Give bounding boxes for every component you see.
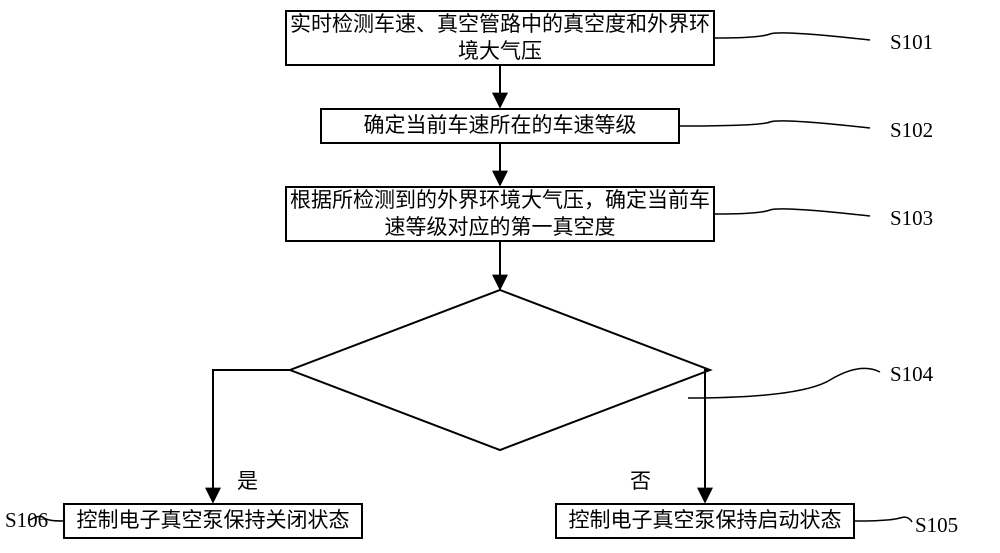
flow-step-s101-text: 实时检测车速、真空管路中的真空度和外界环 境大气压 xyxy=(290,11,710,66)
connector-s102 xyxy=(680,121,870,128)
flow-svg xyxy=(0,0,1000,553)
step-label-s105: S105 xyxy=(915,513,958,538)
edge-label-yes: 是 xyxy=(237,465,258,495)
flow-decision-s104-text: 判断当前真空管路中的 真空度是否达到所述第一真空度 xyxy=(330,343,670,400)
connector-s104 xyxy=(688,368,880,398)
flow-step-s103-text: 根据所检测到的外界环境大气压，确定当前车 速等级对应的第一真空度 xyxy=(290,187,710,242)
flow-step-s106: 控制电子真空泵保持关闭状态 xyxy=(63,503,363,539)
connector-s103 xyxy=(715,209,870,216)
step-label-s103: S103 xyxy=(890,206,933,231)
flow-step-s102-text: 确定当前车速所在的车速等级 xyxy=(364,112,637,139)
edge-label-no: 否 xyxy=(630,465,651,495)
flow-step-s102: 确定当前车速所在的车速等级 xyxy=(320,108,680,144)
step-label-s102: S102 xyxy=(890,118,933,143)
edge-s104-s105 xyxy=(705,370,710,501)
connector-s101 xyxy=(715,33,870,40)
connector-s105 xyxy=(855,517,912,522)
step-label-s104: S104 xyxy=(890,362,933,387)
flow-step-s106-text: 控制电子真空泵保持关闭状态 xyxy=(77,507,350,534)
step-label-s106: S106 xyxy=(5,508,48,533)
step-label-s101: S101 xyxy=(890,30,933,55)
flow-step-s105: 控制电子真空泵保持启动状态 xyxy=(555,503,855,539)
flow-step-s105-text: 控制电子真空泵保持启动状态 xyxy=(569,507,842,534)
flow-step-s103: 根据所检测到的外界环境大气压，确定当前车 速等级对应的第一真空度 xyxy=(285,186,715,242)
flow-step-s101: 实时检测车速、真空管路中的真空度和外界环 境大气压 xyxy=(285,10,715,66)
